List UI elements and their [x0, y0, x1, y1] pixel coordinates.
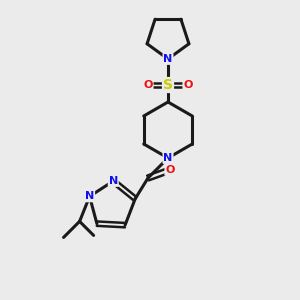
- Text: N: N: [85, 191, 94, 201]
- Text: O: O: [143, 80, 153, 90]
- Text: O: O: [183, 80, 193, 90]
- Text: N: N: [164, 153, 172, 163]
- Text: N: N: [109, 176, 118, 186]
- Text: O: O: [165, 165, 175, 175]
- Text: S: S: [163, 78, 173, 92]
- Text: N: N: [164, 54, 172, 64]
